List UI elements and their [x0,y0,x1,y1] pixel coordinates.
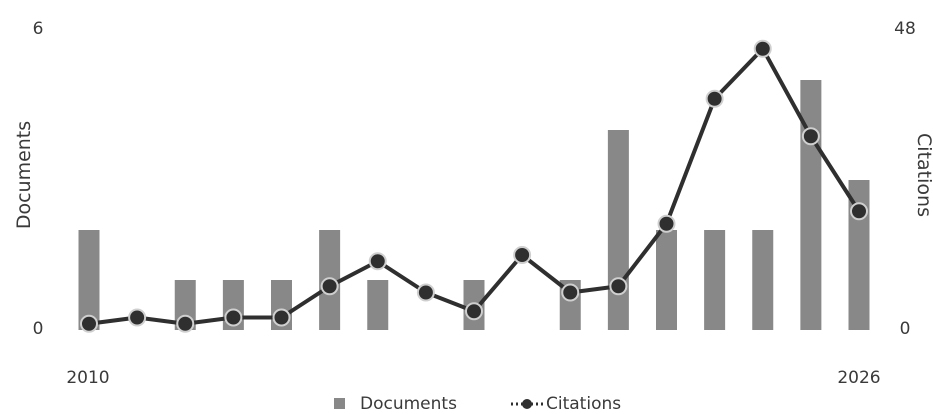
citations-line-group [80,39,868,333]
citations-point-2026 [850,202,868,221]
documents-bar-2016 [367,280,389,330]
citations-point-2016 [368,252,387,271]
legend-citations-label: Citations [546,394,621,414]
citations-point-2019 [513,246,532,264]
y-left-axis-title: Documents [13,121,35,229]
legend-documents-label: Documents [360,394,457,414]
legend-citations-marker [522,399,532,409]
citations-point-2023 [705,89,724,108]
citations-point-2020 [561,283,580,302]
citations-point-2021 [609,277,628,296]
citations-point-2018 [465,302,483,321]
legend: Documents Citations [334,394,621,414]
citations-point-2022 [657,214,676,233]
y-right-axis-title: Citations [913,133,933,217]
citations-point-2010 [80,314,98,333]
documents-bar-2023 [704,230,726,330]
y-left-tick-min: 0 [33,319,44,339]
legend-documents-swatch [334,398,345,409]
citations-point-2014 [272,308,291,327]
documents-bars [78,80,870,330]
citations-point-2012 [176,314,195,333]
citations-point-2025 [801,127,820,146]
documents-bar-2022 [656,230,677,330]
documents-bar-2024 [752,230,774,330]
citations-point-2013 [224,308,243,327]
documents-bar-2010 [78,230,100,330]
citations-point-2015 [320,277,339,296]
citations-point-2017 [416,283,435,302]
x-tick-end: 2026 [837,368,880,388]
citations-point-2011 [128,308,147,327]
y-right-tick-min: 0 [900,319,911,339]
citations-point-2024 [753,39,772,58]
documents-bar-2021 [607,130,629,330]
y-left-tick-max: 6 [33,19,44,39]
y-right-tick-max: 48 [894,19,916,39]
x-tick-start: 2010 [66,368,109,388]
documents-bar-2025 [800,80,822,330]
